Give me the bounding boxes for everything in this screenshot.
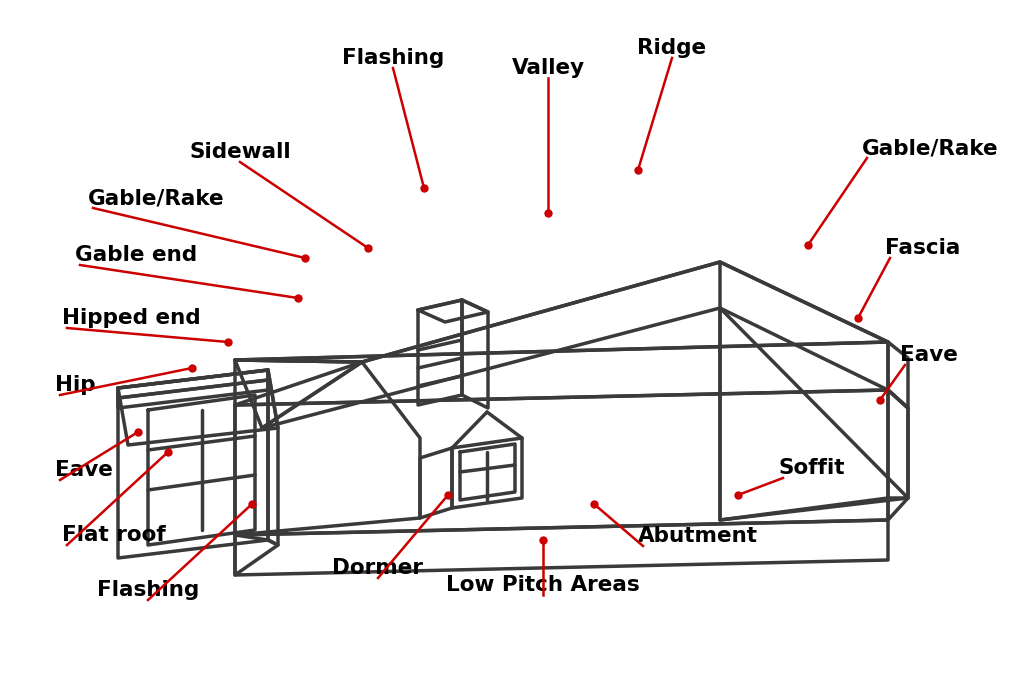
Text: Dormer: Dormer [333, 558, 424, 578]
Text: Abutment: Abutment [638, 526, 758, 546]
Text: Ridge: Ridge [637, 38, 707, 58]
Text: Flashing: Flashing [97, 580, 199, 600]
Text: Low Pitch Areas: Low Pitch Areas [446, 575, 640, 595]
Text: Hip: Hip [55, 375, 95, 395]
Text: Gable/Rake: Gable/Rake [88, 188, 224, 208]
Text: Flat roof: Flat roof [62, 525, 166, 545]
Text: Eave: Eave [900, 345, 957, 365]
Text: Flashing: Flashing [342, 48, 444, 68]
Text: Fascia: Fascia [885, 238, 961, 258]
Text: Hipped end: Hipped end [62, 308, 201, 328]
Text: Gable end: Gable end [75, 245, 198, 265]
Text: Sidewall: Sidewall [189, 142, 291, 162]
Text: Soffit: Soffit [778, 458, 845, 478]
Text: Valley: Valley [511, 58, 585, 78]
Text: Gable/Rake: Gable/Rake [862, 138, 998, 158]
Text: Eave: Eave [55, 460, 113, 480]
